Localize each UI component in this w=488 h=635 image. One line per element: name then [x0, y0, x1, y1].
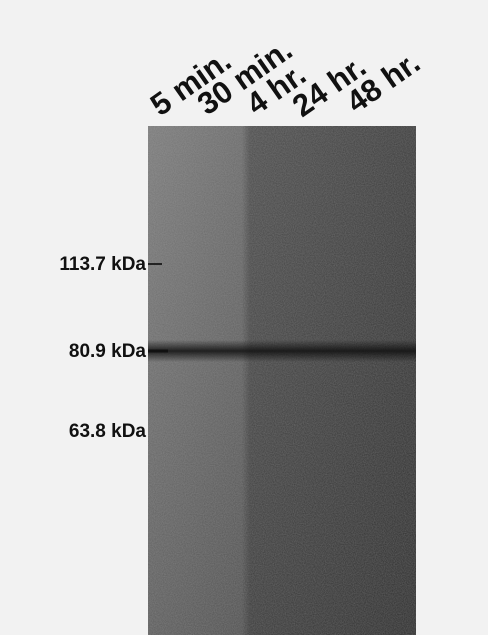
page: 5 min. 30 min. 4 hr. 24 hr. 48 hr. 113.7… [0, 0, 488, 635]
marker-label: 80.9 kDa [69, 341, 147, 362]
marker-label: 63.8 kDa [69, 421, 147, 442]
marker-label: 113.7 kDa [59, 254, 146, 275]
lane-labels: 5 min. 30 min. 4 hr. 24 hr. 48 hr. [144, 32, 426, 124]
figure: 5 min. 30 min. 4 hr. 24 hr. 48 hr. 113.7… [0, 0, 488, 635]
gel [148, 126, 416, 635]
protein-band [148, 340, 416, 362]
marker-labels: 113.7 kDa 80.9 kDa 63.8 kDa [59, 254, 146, 442]
